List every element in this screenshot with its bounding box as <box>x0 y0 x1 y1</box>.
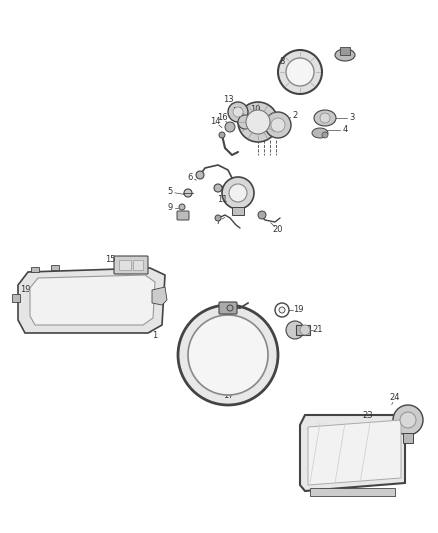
Circle shape <box>278 50 322 94</box>
Text: 22: 22 <box>317 448 327 456</box>
Circle shape <box>214 184 222 192</box>
Circle shape <box>238 102 278 142</box>
Polygon shape <box>300 415 405 491</box>
Bar <box>232 207 244 215</box>
Circle shape <box>271 118 285 132</box>
FancyBboxPatch shape <box>114 256 148 274</box>
Ellipse shape <box>314 110 336 126</box>
Text: 4: 4 <box>343 125 348 134</box>
Text: 14: 14 <box>210 117 220 126</box>
Text: 15: 15 <box>105 255 115 264</box>
Circle shape <box>188 315 268 395</box>
Text: 2: 2 <box>293 110 298 119</box>
FancyBboxPatch shape <box>177 211 189 220</box>
Text: 23: 23 <box>363 410 373 419</box>
Circle shape <box>228 102 248 122</box>
Circle shape <box>246 110 270 134</box>
Text: 9: 9 <box>167 204 173 213</box>
Bar <box>12 294 20 302</box>
Text: 24: 24 <box>390 393 400 402</box>
Bar <box>51 265 59 270</box>
Circle shape <box>322 132 328 138</box>
Text: 10: 10 <box>250 106 260 115</box>
Circle shape <box>227 305 233 311</box>
Circle shape <box>265 112 291 138</box>
Circle shape <box>196 171 204 179</box>
FancyBboxPatch shape <box>219 302 237 314</box>
Ellipse shape <box>335 49 355 61</box>
Bar <box>133 260 143 270</box>
Text: 13: 13 <box>223 95 233 104</box>
Polygon shape <box>152 287 167 305</box>
Circle shape <box>222 177 254 209</box>
Text: 16: 16 <box>217 114 227 123</box>
Circle shape <box>286 58 314 86</box>
Bar <box>340 47 350 55</box>
Text: 19: 19 <box>20 286 30 295</box>
Bar <box>296 325 310 335</box>
Ellipse shape <box>312 128 328 138</box>
Text: 7: 7 <box>215 217 221 227</box>
Circle shape <box>300 325 310 335</box>
Text: 18: 18 <box>223 303 233 312</box>
Bar <box>119 260 131 270</box>
Circle shape <box>275 303 289 317</box>
Polygon shape <box>308 420 401 485</box>
Text: 1: 1 <box>152 330 158 340</box>
Text: 3: 3 <box>350 114 355 123</box>
Polygon shape <box>30 275 155 325</box>
Bar <box>31 267 39 272</box>
Circle shape <box>400 412 416 428</box>
Text: 11: 11 <box>217 196 227 205</box>
Circle shape <box>279 307 285 313</box>
Text: 21: 21 <box>313 326 323 335</box>
Circle shape <box>238 115 252 129</box>
Text: 17: 17 <box>223 391 233 400</box>
Circle shape <box>258 211 266 219</box>
Circle shape <box>215 215 221 221</box>
Circle shape <box>225 122 235 132</box>
Bar <box>310 488 395 496</box>
Text: 5: 5 <box>167 188 173 197</box>
Bar <box>403 433 413 443</box>
Text: 19: 19 <box>293 305 303 314</box>
Text: 12: 12 <box>232 108 242 117</box>
Text: 8: 8 <box>279 58 285 67</box>
Circle shape <box>184 189 192 197</box>
Circle shape <box>219 132 225 138</box>
Circle shape <box>393 405 423 435</box>
Text: 20: 20 <box>273 225 283 235</box>
Circle shape <box>178 305 278 405</box>
Circle shape <box>229 184 247 202</box>
Circle shape <box>286 321 304 339</box>
Text: 6: 6 <box>187 173 193 182</box>
Polygon shape <box>18 268 165 333</box>
Circle shape <box>233 107 243 117</box>
Circle shape <box>179 204 185 210</box>
Circle shape <box>320 113 330 123</box>
